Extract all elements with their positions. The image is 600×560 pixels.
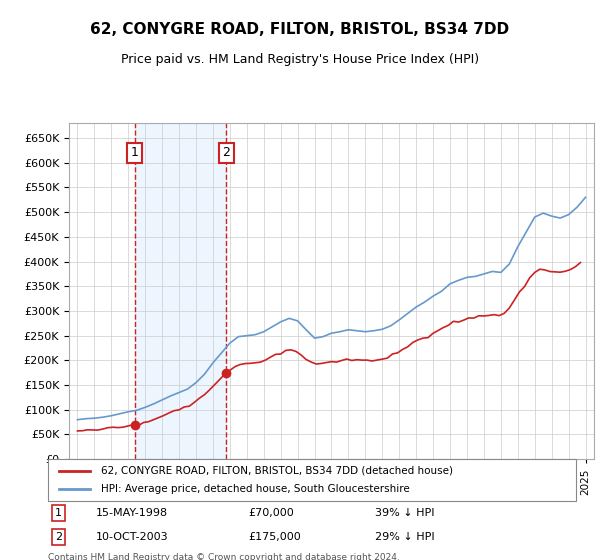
Text: 10-OCT-2003: 10-OCT-2003 bbox=[95, 532, 168, 542]
Text: £175,000: £175,000 bbox=[248, 532, 301, 542]
Text: £70,000: £70,000 bbox=[248, 508, 295, 518]
Text: 1: 1 bbox=[55, 508, 62, 518]
Text: 39% ↓ HPI: 39% ↓ HPI bbox=[376, 508, 435, 518]
Text: 15-MAY-1998: 15-MAY-1998 bbox=[95, 508, 167, 518]
FancyBboxPatch shape bbox=[48, 459, 576, 501]
Text: 1: 1 bbox=[131, 146, 139, 160]
Text: 29% ↓ HPI: 29% ↓ HPI bbox=[376, 532, 435, 542]
Bar bbox=[134, 123, 226, 459]
Text: 2: 2 bbox=[55, 532, 62, 542]
Text: 62, CONYGRE ROAD, FILTON, BRISTOL, BS34 7DD: 62, CONYGRE ROAD, FILTON, BRISTOL, BS34 … bbox=[91, 22, 509, 38]
Text: Price paid vs. HM Land Registry's House Price Index (HPI): Price paid vs. HM Land Registry's House … bbox=[121, 53, 479, 66]
Text: 2: 2 bbox=[223, 146, 230, 160]
Text: HPI: Average price, detached house, South Gloucestershire: HPI: Average price, detached house, Sout… bbox=[101, 484, 410, 494]
Text: 62, CONYGRE ROAD, FILTON, BRISTOL, BS34 7DD (detached house): 62, CONYGRE ROAD, FILTON, BRISTOL, BS34 … bbox=[101, 466, 453, 476]
Text: Contains HM Land Registry data © Crown copyright and database right 2024.
This d: Contains HM Land Registry data © Crown c… bbox=[48, 553, 400, 560]
